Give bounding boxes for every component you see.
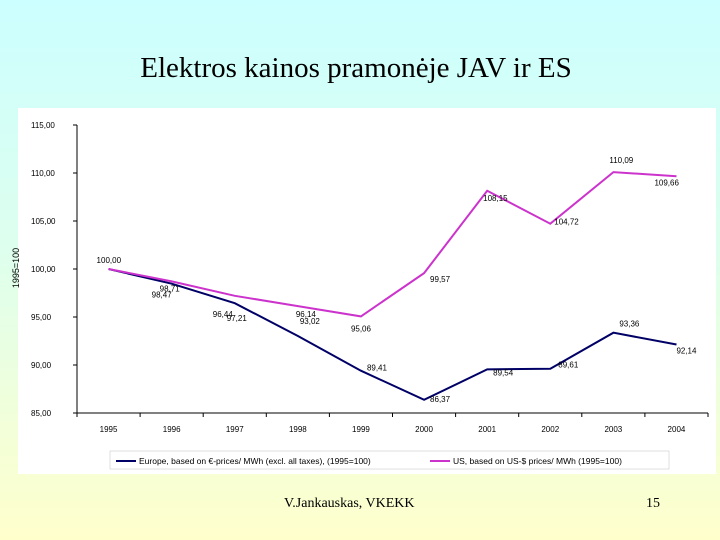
legend-box	[109, 450, 670, 470]
data-label: 104,72	[554, 218, 579, 227]
page-number: 15	[646, 496, 660, 511]
data-label: 93,36	[619, 320, 640, 329]
data-label: 99,57	[430, 275, 451, 284]
y-tick-label: 110,00	[31, 169, 55, 178]
x-tick-label: 1998	[289, 425, 307, 434]
legend: Europe, based on €-prices/ MWh (excl. al…	[109, 450, 670, 470]
x-tick-label: 1999	[352, 425, 370, 434]
y-tick-label: 85,00	[31, 409, 52, 418]
data-label: 89,61	[558, 361, 579, 370]
y-tick-label: 105,00	[31, 217, 56, 226]
x-tick-label: 1995	[100, 425, 118, 434]
data-label: 92,14	[676, 346, 697, 355]
series-line-europe	[108, 268, 677, 401]
legend-entry: Europe, based on €-prices/ MWh (excl. al…	[139, 456, 371, 466]
data-label: 97,21	[227, 314, 248, 323]
x-tick-labels: 1995 1996 1997 1998 1999 2000 2001 2002 2003 2004	[76, 413, 709, 434]
data-label: 96,14	[296, 310, 317, 319]
data-label: 108,15	[483, 194, 508, 203]
data-label: 110,09	[609, 156, 633, 165]
x-tick-label: 1996	[163, 425, 181, 434]
x-tick-label: 2003	[604, 425, 622, 434]
x-tick-label: 2004	[668, 425, 686, 434]
data-label: 95,06	[351, 324, 372, 333]
data-label: 98,47	[152, 291, 173, 300]
series-lines	[108, 171, 677, 401]
y-tick-label: 100,00	[31, 265, 56, 274]
footer-author: V.Jankauskas, VKEKK	[284, 496, 415, 511]
data-label: 93,02	[300, 317, 321, 326]
data-label: 109,66	[654, 178, 679, 187]
y-tick-label: 95,00	[31, 313, 52, 322]
data-label: 98,71	[160, 284, 181, 293]
x-tick-label: 1997	[226, 425, 244, 434]
data-labels: 98,47 96,44 93,02 89,41 86,37 89,54 89,61 93,36…	[97, 156, 697, 404]
x-tick-label: 2001	[478, 425, 496, 434]
series-line-us	[108, 171, 677, 318]
y-axis-label: 1995=100	[11, 248, 21, 288]
data-label: 100,00	[97, 256, 122, 265]
data-label: 86,37	[430, 395, 451, 404]
legend-entry: US, based on US-$ prices/ MWh (1995=100)	[453, 456, 622, 466]
y-tick-label: 115,00	[31, 121, 55, 130]
data-label: 96,44	[213, 310, 234, 319]
data-label: 89,41	[367, 364, 388, 373]
x-tick-label: 2002	[541, 425, 559, 434]
y-tick-label: 90,00	[31, 361, 52, 370]
data-label: 89,54	[493, 368, 514, 377]
y-tick-labels: 85,00 90,00 95,00 100,00 105,00 110,00 115,00	[31, 121, 77, 418]
slide-title: Elektros kainos pramonėje JAV ir ES	[140, 52, 572, 84]
x-tick-label: 2000	[415, 425, 433, 434]
